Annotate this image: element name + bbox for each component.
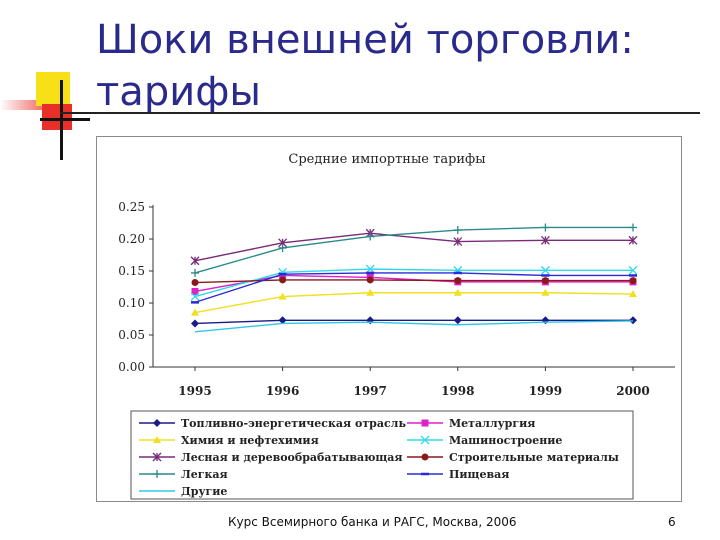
series-line-1 <box>194 319 633 325</box>
series-1-point <box>629 316 637 325</box>
legend-swatch-marker <box>153 470 161 478</box>
legend-swatch-marker <box>421 453 429 461</box>
series-6-point <box>629 277 637 285</box>
series-7-point <box>541 223 550 232</box>
legend-label: Строительные материалы <box>449 451 619 464</box>
series-3-point <box>191 308 199 316</box>
series-4-point <box>540 265 550 275</box>
y-tick-label: 0.15 <box>118 264 145 278</box>
chart-frame: Средние импортные тарифы 0.00 0.05 0.10 0.15… <box>96 136 682 502</box>
legend-label: Легкая <box>181 468 228 481</box>
decorative-yellow-square <box>36 72 70 106</box>
series-5-point <box>540 235 550 245</box>
decorative-horizontal-line <box>40 118 90 121</box>
series-2-point <box>279 271 287 279</box>
legend-swatch-marker <box>153 419 161 427</box>
series-line-7 <box>194 226 633 274</box>
legend-label: Топливно-энергетическая отрасль <box>181 417 406 430</box>
decorative-red-streak <box>0 100 62 110</box>
series-6-point <box>541 277 549 285</box>
legend-label: Пищевая <box>449 468 509 481</box>
page-number: 6 <box>668 515 676 529</box>
series-5-point <box>628 235 638 245</box>
series-7-point <box>629 223 637 232</box>
series-4-point <box>190 292 200 302</box>
title-underline <box>60 112 700 114</box>
y-tick-label: 0.10 <box>118 296 145 310</box>
series-6-point <box>191 279 199 287</box>
y-tick-label: 0.20 <box>118 232 145 246</box>
series-line-3 <box>194 292 634 314</box>
series-1-point <box>278 316 287 325</box>
series-7-point <box>278 243 287 252</box>
slide-title-line-2: тарифы <box>96 69 261 115</box>
x-tick-label: 1996 <box>266 384 299 398</box>
series-3-point <box>366 288 375 296</box>
legend-swatch-marker <box>420 435 430 445</box>
series-line-8 <box>194 272 633 304</box>
slide-title-line-1: Шоки внешней торговли: <box>96 17 634 63</box>
series-4-point <box>628 265 638 275</box>
x-tick-label: 1995 <box>178 384 211 398</box>
series-7-point <box>453 226 462 235</box>
series-line-5 <box>194 232 633 262</box>
slide-footer: Курс Всемирного банка и РАГС, Москва, 20… <box>228 515 517 529</box>
legend-label: Другие <box>181 485 227 498</box>
series-5-point <box>190 256 200 266</box>
series-3-point <box>278 292 287 300</box>
series-1-point <box>191 319 199 328</box>
series-3-point <box>629 290 637 298</box>
legend-swatch-marker <box>421 419 429 427</box>
series-6-point <box>454 277 462 285</box>
x-tick-label: 1998 <box>441 384 474 398</box>
x-tick-label: 2000 <box>616 384 649 398</box>
series-1-point <box>541 316 550 325</box>
legend-swatch-marker <box>153 436 161 443</box>
x-tick-label: 1999 <box>529 384 562 398</box>
tariff-line-chart: Средние импортные тарифы 0.00 0.05 0.10 0.15… <box>118 152 675 500</box>
legend-label: Лесная и деревообрабатывающая <box>181 451 403 464</box>
series-6-point <box>279 276 287 284</box>
series-1-point <box>366 316 375 325</box>
series-line-4 <box>194 268 633 298</box>
series-3-point <box>541 288 550 296</box>
series-7-point <box>191 268 199 277</box>
y-tick-label: 0.00 <box>118 360 145 374</box>
series-7-point <box>366 232 375 241</box>
legend-label: Металлургия <box>449 417 535 430</box>
series-1-point <box>453 316 462 325</box>
slide-title: Шоки внешней торговли: тарифы <box>96 14 696 118</box>
series-line-6 <box>194 279 633 284</box>
series-6-point <box>366 276 374 284</box>
decorative-red-square <box>42 104 72 130</box>
legend-swatch-marker <box>152 452 162 462</box>
series-3-point <box>453 288 462 296</box>
legend-box <box>130 410 634 500</box>
series-5-point <box>453 237 463 247</box>
legend-label: Машиностроение <box>449 434 562 447</box>
y-tick-label: 0.05 <box>118 328 145 342</box>
series-2-point <box>191 287 199 295</box>
chart-title: Средние импортные тарифы <box>288 152 485 167</box>
x-tick-label: 1997 <box>353 384 386 398</box>
y-tick-label: 0.25 <box>118 200 145 214</box>
series-line-9 <box>194 320 634 333</box>
legend-label: Химия и нефтехимия <box>181 434 319 447</box>
